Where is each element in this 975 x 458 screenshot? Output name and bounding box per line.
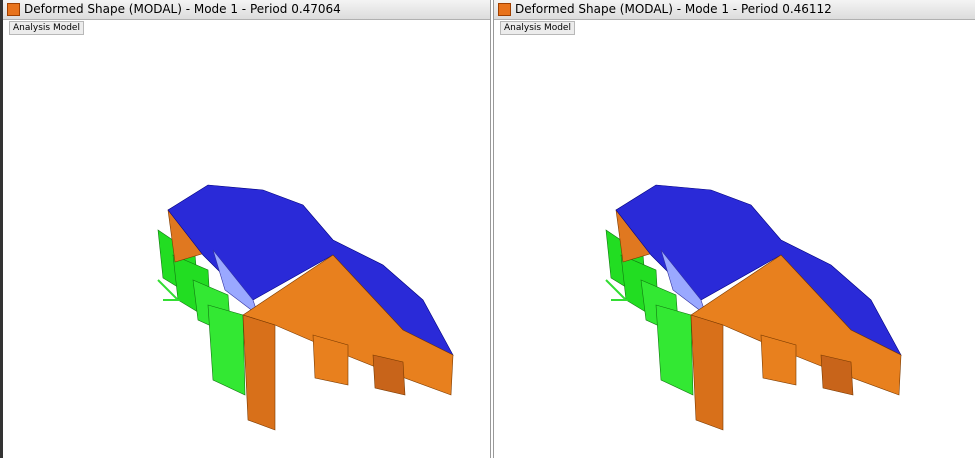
title-bar[interactable]: Deformed Shape (MODAL) - Mode 1 - Period…	[3, 0, 490, 20]
window-title: Deformed Shape (MODAL) - Mode 1 - Period…	[24, 2, 341, 16]
tab[interactable]: Analysis Model	[9, 21, 84, 35]
window-right: Deformed Shape (MODAL) - Mode 1 - Period…	[493, 0, 975, 458]
model	[157, 184, 454, 431]
window-left: Deformed Shape (MODAL) - Mode 1 - Period…	[0, 0, 491, 458]
title-bar[interactable]: Deformed Shape (MODAL) - Mode 1 - Period…	[494, 0, 975, 20]
window-icon	[498, 3, 511, 16]
window-title: Deformed Shape (MODAL) - Mode 1 - Period…	[515, 2, 832, 16]
tab[interactable]: Analysis Model	[500, 21, 575, 35]
model-view	[605, 184, 902, 431]
window-icon	[7, 3, 20, 16]
model	[605, 184, 902, 431]
model-view	[157, 184, 454, 431]
